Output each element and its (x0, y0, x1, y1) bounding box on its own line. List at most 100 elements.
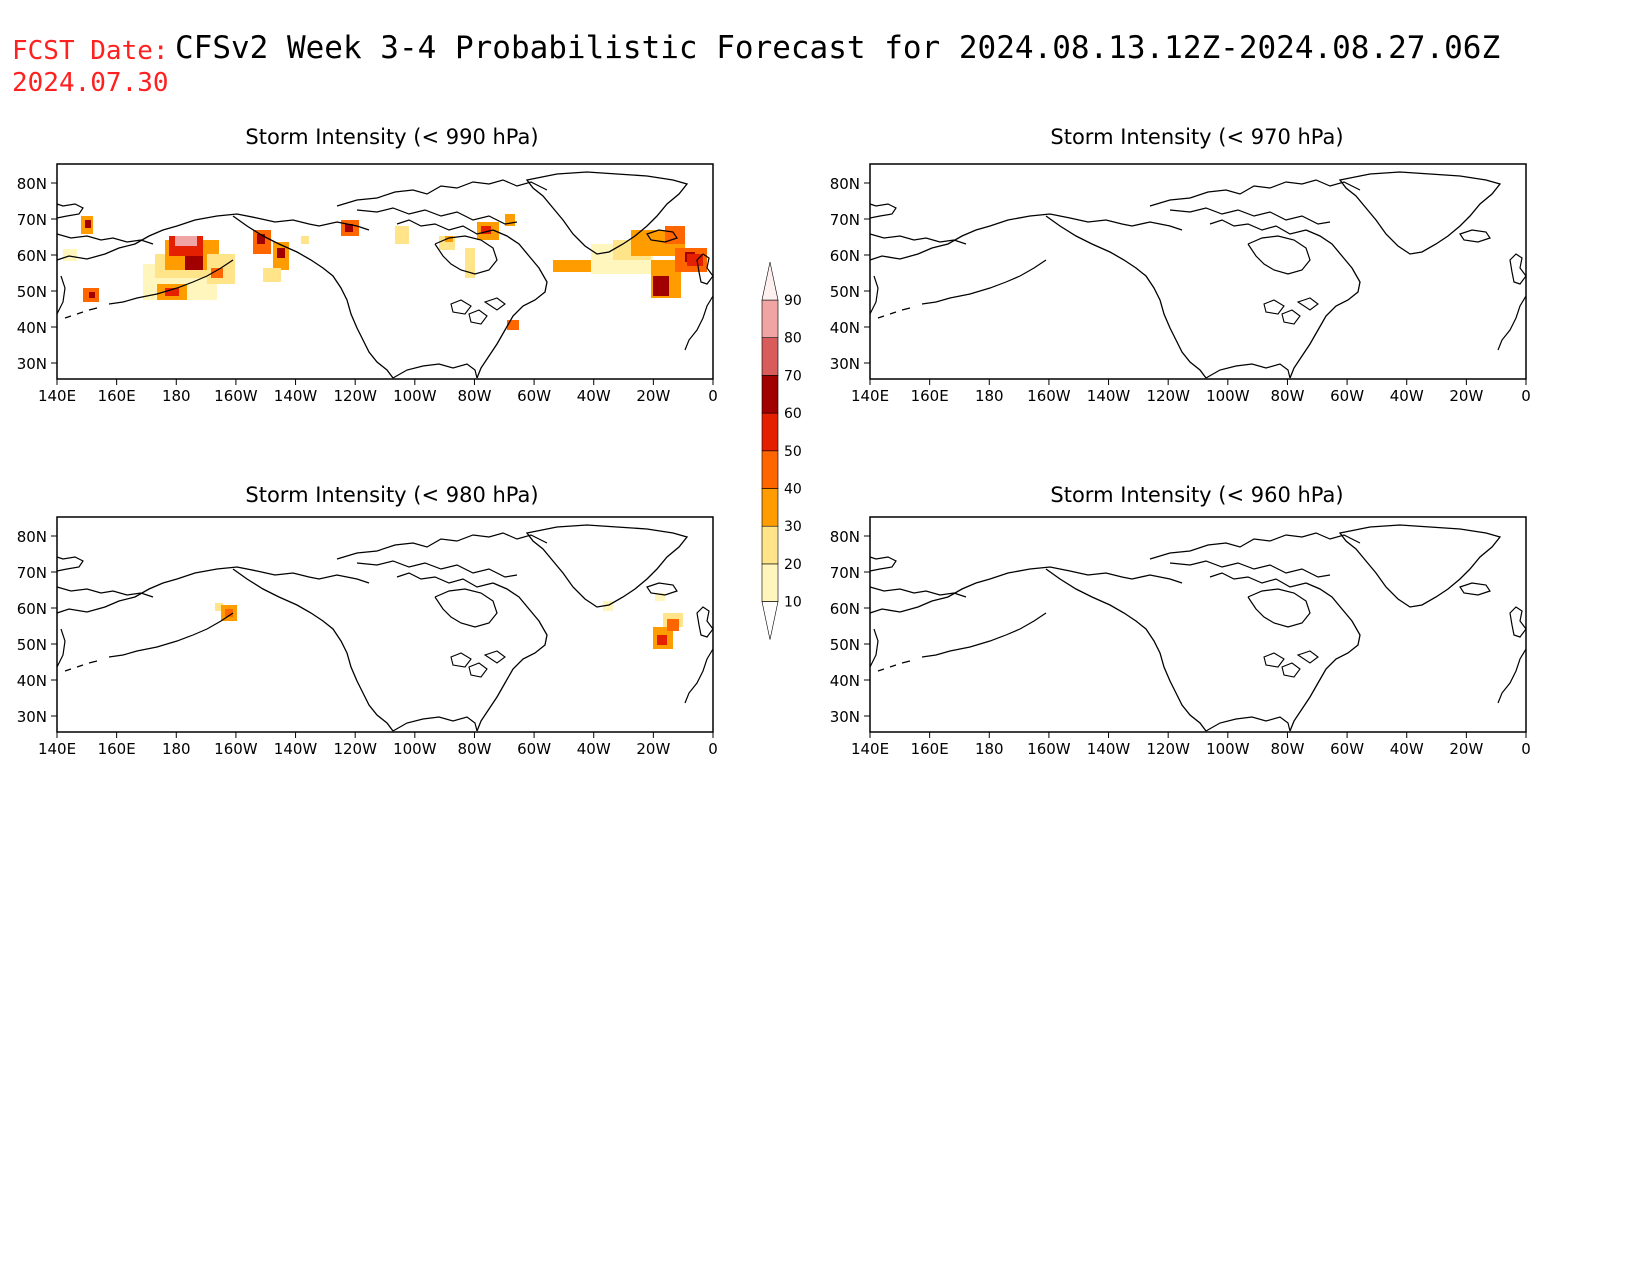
colorbar-bin (761, 337, 779, 376)
lon-tick-label: 100W (393, 387, 437, 405)
map-frame (869, 516, 1527, 733)
colorbar-label: 80 (784, 331, 802, 347)
colorbar-label: 30 (784, 519, 802, 535)
lon-tick-label: 160W (214, 740, 258, 758)
lat-tick-label: 70N (830, 211, 860, 229)
lon-tick-label: 140W (1087, 740, 1131, 758)
lat-tick-label: 40N (830, 672, 860, 690)
lon-tick-label: 160E (98, 740, 136, 758)
colorbar-label: 50 (784, 444, 802, 460)
lon-tick-label: 120W (333, 387, 377, 405)
panel-title: Storm Intensity (< 960 hPa) (1050, 483, 1343, 507)
lat-tick-label: 80N (830, 175, 860, 193)
lat-tick-label: 60N (830, 600, 860, 618)
lon-tick-label: 180 (162, 740, 191, 758)
lon-tick-label: 40W (1390, 740, 1424, 758)
panel-970 (869, 163, 1527, 380)
lon-tick-label: 0 (708, 387, 718, 405)
lon-tick-label: 40W (1390, 387, 1424, 405)
colorbar-bin (761, 563, 779, 602)
colorbar-label: 40 (784, 482, 802, 498)
colorbar-bin (761, 450, 779, 489)
lat-tick-label: 70N (17, 211, 47, 229)
panel-title: Storm Intensity (< 990 hPa) (245, 125, 538, 149)
lon-tick-label: 180 (975, 740, 1004, 758)
lon-tick-label: 160E (911, 387, 949, 405)
panel-990 (56, 163, 714, 380)
map-frame (56, 516, 714, 733)
lat-tick-label: 50N (830, 636, 860, 654)
lon-tick-label: 160W (214, 387, 258, 405)
lat-tick-label: 40N (17, 319, 47, 337)
lon-tick-label: 120W (1146, 387, 1190, 405)
axis-ticks: 80N 70N 60N 50N 40N 30N 140E 160E 180 160W 140W 120… (17, 175, 1531, 758)
fcst-date: 2024.07.30 (12, 68, 169, 98)
lat-tick-label: 40N (830, 319, 860, 337)
lat-tick-label: 30N (830, 355, 860, 373)
lon-tick-label: 20W (636, 740, 670, 758)
lon-tick-label: 180 (975, 387, 1004, 405)
lon-tick-label: 0 (1521, 740, 1531, 758)
lon-tick-label: 80W (1270, 387, 1304, 405)
lon-tick-label: 140W (1087, 387, 1131, 405)
lon-tick-label: 100W (1206, 740, 1250, 758)
colorbar-bin (761, 488, 779, 527)
panel-960 (869, 516, 1527, 733)
panel-title: Storm Intensity (< 980 hPa) (245, 483, 538, 507)
lat-tick-label: 50N (17, 283, 47, 301)
lon-tick-label: 120W (1146, 740, 1190, 758)
lat-tick-label: 80N (17, 175, 47, 193)
lon-tick-label: 20W (1449, 740, 1483, 758)
lon-tick-label: 140W (274, 740, 318, 758)
lon-tick-label: 160W (1027, 387, 1071, 405)
lon-tick-label: 120W (333, 740, 377, 758)
colorbar-min-arrow (761, 601, 779, 640)
lat-tick-label: 60N (17, 247, 47, 265)
lat-tick-label: 50N (830, 283, 860, 301)
lon-tick-label: 140E (851, 740, 889, 758)
lon-tick-label: 140E (38, 740, 76, 758)
lat-tick-label: 80N (17, 528, 47, 546)
lon-tick-label: 80W (1270, 740, 1304, 758)
lat-tick-label: 70N (17, 564, 47, 582)
lon-tick-label: 100W (393, 740, 437, 758)
lon-tick-label: 60W (1330, 387, 1364, 405)
lat-tick-label: 80N (830, 528, 860, 546)
lon-tick-label: 100W (1206, 387, 1250, 405)
lon-tick-label: 20W (1449, 387, 1483, 405)
colorbar-label: 70 (784, 368, 802, 384)
fcst-label: FCST Date: (12, 36, 169, 66)
map-frame (869, 163, 1527, 380)
lon-tick-label: 160E (911, 740, 949, 758)
lat-tick-label: 60N (830, 247, 860, 265)
colorbar-label: 90 (784, 293, 802, 309)
colorbar-label: 60 (784, 406, 802, 422)
lat-tick-label: 30N (17, 708, 47, 726)
colorbar-label: 20 (784, 557, 802, 573)
lon-tick-label: 140E (38, 387, 76, 405)
lon-tick-label: 20W (636, 387, 670, 405)
lon-tick-label: 140E (851, 387, 889, 405)
colorbar-label: 10 (784, 595, 802, 611)
panel-980 (56, 516, 714, 733)
storm-probability-shading (63, 214, 707, 330)
lon-tick-label: 40W (577, 387, 611, 405)
lon-tick-label: 60W (517, 740, 551, 758)
lon-tick-label: 0 (708, 740, 718, 758)
lon-tick-label: 160W (1027, 740, 1071, 758)
lon-tick-label: 0 (1521, 387, 1531, 405)
lat-tick-label: 30N (830, 708, 860, 726)
lat-tick-label: 30N (17, 355, 47, 373)
lon-tick-label: 140W (274, 387, 318, 405)
storm-probability-shading (215, 593, 683, 649)
lat-tick-label: 40N (17, 672, 47, 690)
lon-tick-label: 60W (1330, 740, 1364, 758)
panel-title: Storm Intensity (< 970 hPa) (1050, 125, 1343, 149)
colorbar-bin (761, 525, 779, 565)
colorbar-max-arrow (761, 261, 779, 301)
lat-tick-label: 70N (830, 564, 860, 582)
lon-tick-label: 80W (457, 387, 491, 405)
lat-tick-label: 50N (17, 636, 47, 654)
colorbar-bin (761, 412, 779, 452)
